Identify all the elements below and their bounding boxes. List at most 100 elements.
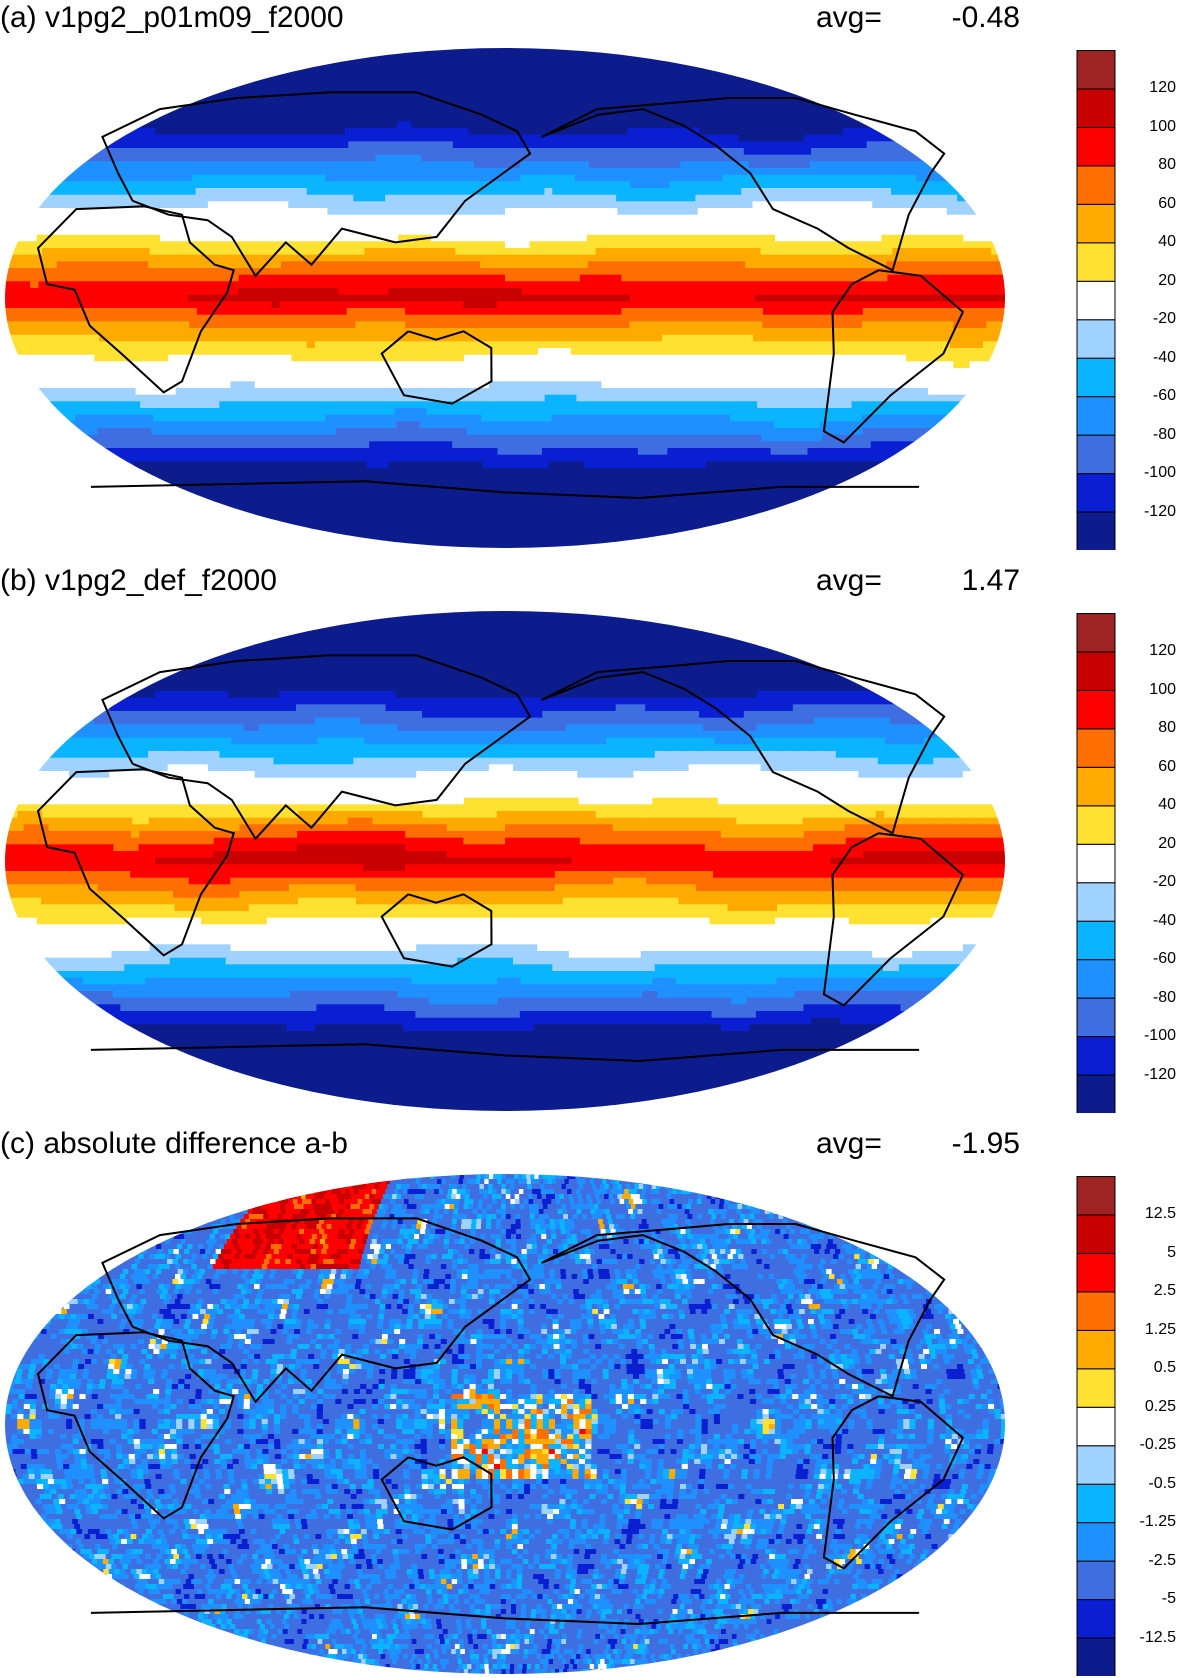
avg-value: 1.47 xyxy=(920,563,1020,599)
colorbar-tick-label: 80 xyxy=(1114,719,1176,737)
colorbar-tick-label: -5 xyxy=(1114,1590,1176,1608)
world-map xyxy=(0,44,1010,552)
colorbar xyxy=(1076,50,1116,550)
colorbar-swatch xyxy=(1077,729,1115,767)
colorbar-swatch xyxy=(1077,1407,1115,1445)
panel-b: (b) v1pg2_def_f2000 avg= 1.47 -120 -100 -8… xyxy=(0,563,1193,1123)
colorbar-swatch xyxy=(1077,1600,1115,1638)
colorbar-swatch xyxy=(1077,1446,1115,1484)
colorbar-tick-label: 80 xyxy=(1114,156,1176,174)
colorbar-swatch xyxy=(1077,474,1115,512)
colorbar-swatch xyxy=(1077,1369,1115,1407)
colorbar-swatch xyxy=(1077,690,1115,728)
panel-average: avg= -1.95 xyxy=(816,1126,882,1162)
colorbar-tick-label: -1.25 xyxy=(1114,1513,1176,1531)
colorbar-swatch xyxy=(1077,1177,1115,1215)
colorbar-tick-label: 60 xyxy=(1114,195,1176,213)
colorbar-tick-label: 40 xyxy=(1114,233,1176,251)
colorbar-swatch xyxy=(1077,320,1115,358)
colorbar-swatch xyxy=(1077,204,1115,242)
colorbar-tick-label: 0.25 xyxy=(1114,1398,1176,1416)
colorbar-swatch xyxy=(1077,512,1115,550)
colorbar-tick-label: -40 xyxy=(1114,349,1176,367)
colorbar-swatch xyxy=(1077,1253,1115,1291)
avg-label: avg= xyxy=(816,0,882,36)
panel-a: (a) v1pg2_p01m09_f2000 avg= -0.48 -120-1… xyxy=(0,0,1193,560)
colorbar xyxy=(1076,1176,1116,1676)
colorbar-tick-label: 120 xyxy=(1114,642,1176,660)
colorbar-swatch xyxy=(1077,89,1115,127)
colorbar-swatch xyxy=(1077,806,1115,844)
colorbar-swatch xyxy=(1077,1292,1115,1330)
colorbar-swatch xyxy=(1077,1484,1115,1522)
colorbar-tick-label: -120 xyxy=(1114,503,1176,521)
colorbar-tick-label: 20 xyxy=(1114,835,1176,853)
panel-average: avg= -0.48 xyxy=(816,0,882,36)
colorbar-swatch xyxy=(1077,1330,1115,1368)
panel-title: (c) absolute difference a-b xyxy=(0,1126,348,1162)
panel-title: (b) v1pg2_def_f2000 xyxy=(0,563,277,599)
colorbar-tick-label: -0.5 xyxy=(1114,1475,1176,1493)
colorbar-swatch xyxy=(1077,767,1115,805)
colorbar-swatch xyxy=(1077,358,1115,396)
colorbar-tick-label: 100 xyxy=(1114,681,1176,699)
colorbar-tick-label: -80 xyxy=(1114,989,1176,1007)
colorbar-tick-label: 120 xyxy=(1114,79,1176,97)
avg-label: avg= xyxy=(816,1126,882,1162)
colorbar-tick-label: 100 xyxy=(1114,118,1176,136)
colorbar-swatch xyxy=(1077,1215,1115,1253)
colorbar-tick-label: -60 xyxy=(1114,950,1176,968)
field-cells xyxy=(5,1174,1006,1678)
colorbar-swatch xyxy=(1077,127,1115,165)
colorbar-swatch xyxy=(1077,998,1115,1036)
colorbar-tick-label: -60 xyxy=(1114,387,1176,405)
colorbar-swatch xyxy=(1077,243,1115,281)
world-map xyxy=(0,1170,1010,1678)
colorbar-tick-label: -100 xyxy=(1114,1027,1176,1045)
colorbar-tick-label: -2.5 xyxy=(1114,1552,1176,1570)
colorbar-tick-label: 40 xyxy=(1114,796,1176,814)
colorbar-tick-label: 20 xyxy=(1114,272,1176,290)
colorbar-tick-label: -100 xyxy=(1114,464,1176,482)
world-map xyxy=(0,607,1010,1115)
colorbar-swatch xyxy=(1077,614,1115,652)
colorbar-swatch xyxy=(1077,1523,1115,1561)
colorbar-swatch xyxy=(1077,1037,1115,1075)
colorbar-tick-label: 60 xyxy=(1114,758,1176,776)
colorbar-labels: -12.5 -5 -2.5 -1.25 -0.5 -0.25 0.25 0.5 1.25 2.5 5… xyxy=(1114,1176,1184,1676)
colorbar-tick-label: -0.25 xyxy=(1114,1436,1176,1454)
colorbar-swatch xyxy=(1077,921,1115,959)
colorbar-swatch xyxy=(1077,435,1115,473)
colorbar-swatch xyxy=(1077,51,1115,89)
panel-c: (c) absolute difference a-b avg= -1.95 -… xyxy=(0,1126,1193,1677)
colorbar-swatch xyxy=(1077,883,1115,921)
colorbar-swatch xyxy=(1077,1075,1115,1113)
colorbar-swatch xyxy=(1077,960,1115,998)
field-cells xyxy=(5,611,1006,1112)
colorbar-swatch xyxy=(1077,652,1115,690)
colorbar-swatch xyxy=(1077,1638,1115,1676)
colorbar-tick-label: 1.25 xyxy=(1114,1321,1176,1339)
colorbar-tick-label: 0.5 xyxy=(1114,1359,1176,1377)
avg-label: avg= xyxy=(816,563,882,599)
colorbar-tick-label: -12.5 xyxy=(1114,1629,1176,1647)
panel-title: (a) v1pg2_p01m09_f2000 xyxy=(0,0,344,36)
colorbar-tick-label: -20 xyxy=(1114,310,1176,328)
colorbar-swatch xyxy=(1077,397,1115,435)
colorbar-tick-label: 12.5 xyxy=(1114,1205,1176,1223)
colorbar-swatch xyxy=(1077,1561,1115,1599)
avg-value: -0.48 xyxy=(920,0,1020,36)
colorbar-tick-label: 5 xyxy=(1114,1244,1176,1262)
colorbar-swatch xyxy=(1077,844,1115,882)
colorbar-labels: -120 -100 -80 -60 -40 -20 20 40 60 80 100 120 xyxy=(1114,50,1184,550)
colorbar-tick-label: 2.5 xyxy=(1114,1282,1176,1300)
colorbar-tick-label: -120 xyxy=(1114,1066,1176,1084)
colorbar-swatch xyxy=(1077,166,1115,204)
colorbar-tick-label: -80 xyxy=(1114,426,1176,444)
field-cells xyxy=(5,48,1006,549)
colorbar-swatch xyxy=(1077,281,1115,319)
colorbar xyxy=(1076,613,1116,1113)
avg-value: -1.95 xyxy=(920,1126,1020,1162)
colorbar-tick-label: -20 xyxy=(1114,873,1176,891)
